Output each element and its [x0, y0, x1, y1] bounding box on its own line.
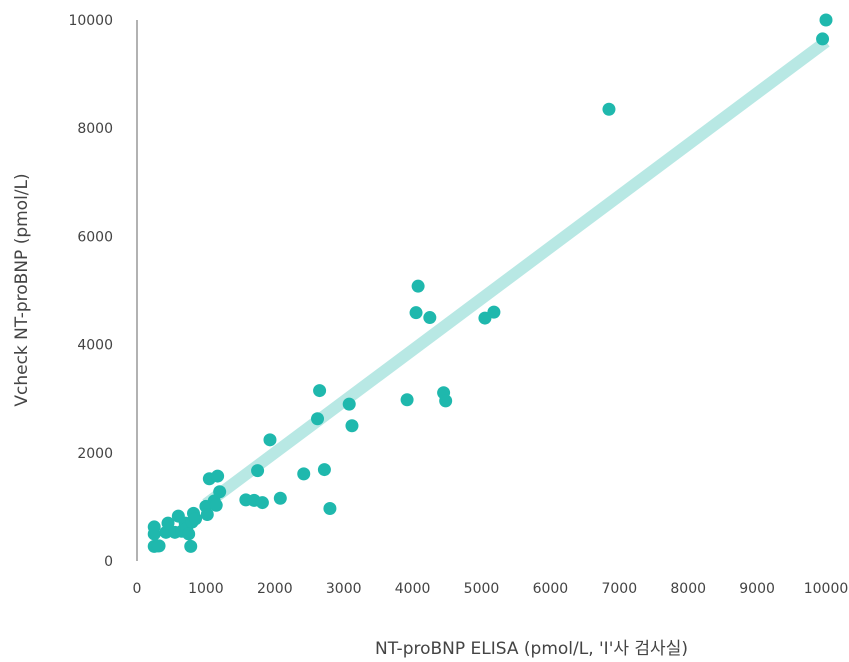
x-tick-label: 2000 — [257, 581, 293, 597]
data-point — [182, 527, 196, 541]
data-point — [311, 412, 325, 426]
x-tick-label: 0 — [133, 581, 142, 597]
data-point — [200, 507, 214, 521]
x-tick-label: 4000 — [395, 581, 431, 597]
data-point — [184, 539, 198, 553]
y-axis-title: Vcheck NT-proBNP (pmol/L) — [12, 173, 32, 406]
data-point — [345, 419, 359, 433]
data-point — [400, 393, 414, 407]
data-point — [816, 32, 830, 46]
data-point — [147, 527, 161, 541]
x-tick-label: 1000 — [188, 581, 224, 597]
y-tick-label: 0 — [104, 554, 113, 570]
x-tick-label: 6000 — [533, 581, 569, 597]
data-point — [161, 516, 175, 530]
data-point — [323, 502, 337, 516]
data-point — [313, 384, 327, 398]
x-axis-ticks: 0 1000 2000 3000 4000 5000 6000 7000 8000 9000 100… — [133, 581, 849, 597]
x-axis-title: NT-proBNP ELISA (pmol/L, 'I'사 검사실) — [375, 639, 688, 659]
data-point — [439, 394, 453, 408]
data-point — [211, 469, 225, 483]
data-point — [602, 102, 616, 116]
x-tick-label: 7000 — [601, 581, 637, 597]
data-point — [342, 397, 356, 411]
data-point — [209, 498, 223, 512]
x-tick-label: 5000 — [464, 581, 500, 597]
data-point — [297, 467, 311, 481]
y-axis-ticks: 0 2000 4000 6000 8000 10000 — [68, 13, 113, 570]
y-tick-label: 2000 — [77, 446, 113, 462]
y-tick-label: 8000 — [77, 121, 113, 137]
x-tick-label: 9000 — [739, 581, 775, 597]
y-tick-label: 10000 — [68, 13, 113, 29]
data-point — [255, 496, 269, 510]
data-point — [487, 305, 501, 319]
x-tick-label: 8000 — [670, 581, 706, 597]
y-tick-label: 4000 — [77, 338, 113, 354]
data-point — [189, 512, 203, 526]
data-point — [409, 306, 423, 320]
x-tick-label: 3000 — [326, 581, 362, 597]
data-points — [147, 13, 833, 553]
data-point — [317, 463, 331, 477]
data-point — [213, 485, 227, 499]
data-point — [152, 539, 166, 553]
data-point — [411, 279, 425, 293]
trendline — [202, 36, 830, 510]
data-point — [263, 433, 277, 447]
data-point — [423, 311, 437, 325]
x-tick-label: 10000 — [804, 581, 849, 597]
data-point — [273, 491, 287, 505]
data-point — [819, 13, 833, 27]
data-point — [251, 464, 265, 478]
y-tick-label: 6000 — [77, 229, 113, 245]
